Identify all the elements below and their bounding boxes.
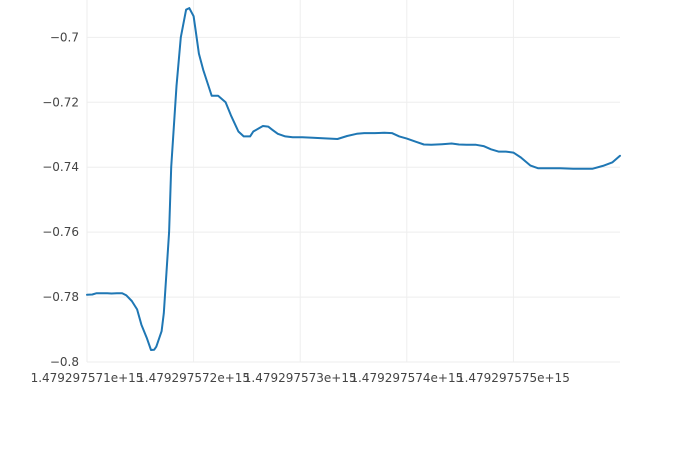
x-tick-label: 1.479297571e+15	[31, 371, 144, 385]
y-tick-label: −0.76	[42, 225, 79, 239]
x-tick-label: 1.479297574e+15	[350, 371, 463, 385]
y-tick-label: −0.7	[50, 30, 79, 44]
y-tick-label: −0.74	[42, 160, 79, 174]
y-gridlines	[87, 36, 620, 363]
x-tick-label: 1.479297573e+15	[244, 371, 357, 385]
x-axis-ticks: 1.479297571e+151.479297572e+151.47929757…	[31, 371, 570, 385]
y-axis-ticks: −0.8 −0.78 −0.76 −0.74 −0.72 −0.7	[42, 30, 79, 369]
x-gridlines	[86, 0, 514, 362]
series-layer	[86, 7, 621, 351]
y-tick-label: −0.72	[42, 95, 79, 109]
x-tick-label: 1.479297572e+15	[137, 371, 250, 385]
y-tick-label: −0.8	[50, 355, 79, 369]
series-line	[86, 7, 621, 351]
y-tick-label: −0.78	[42, 290, 79, 304]
x-tick-label: 1.479297575e+15	[457, 371, 570, 385]
